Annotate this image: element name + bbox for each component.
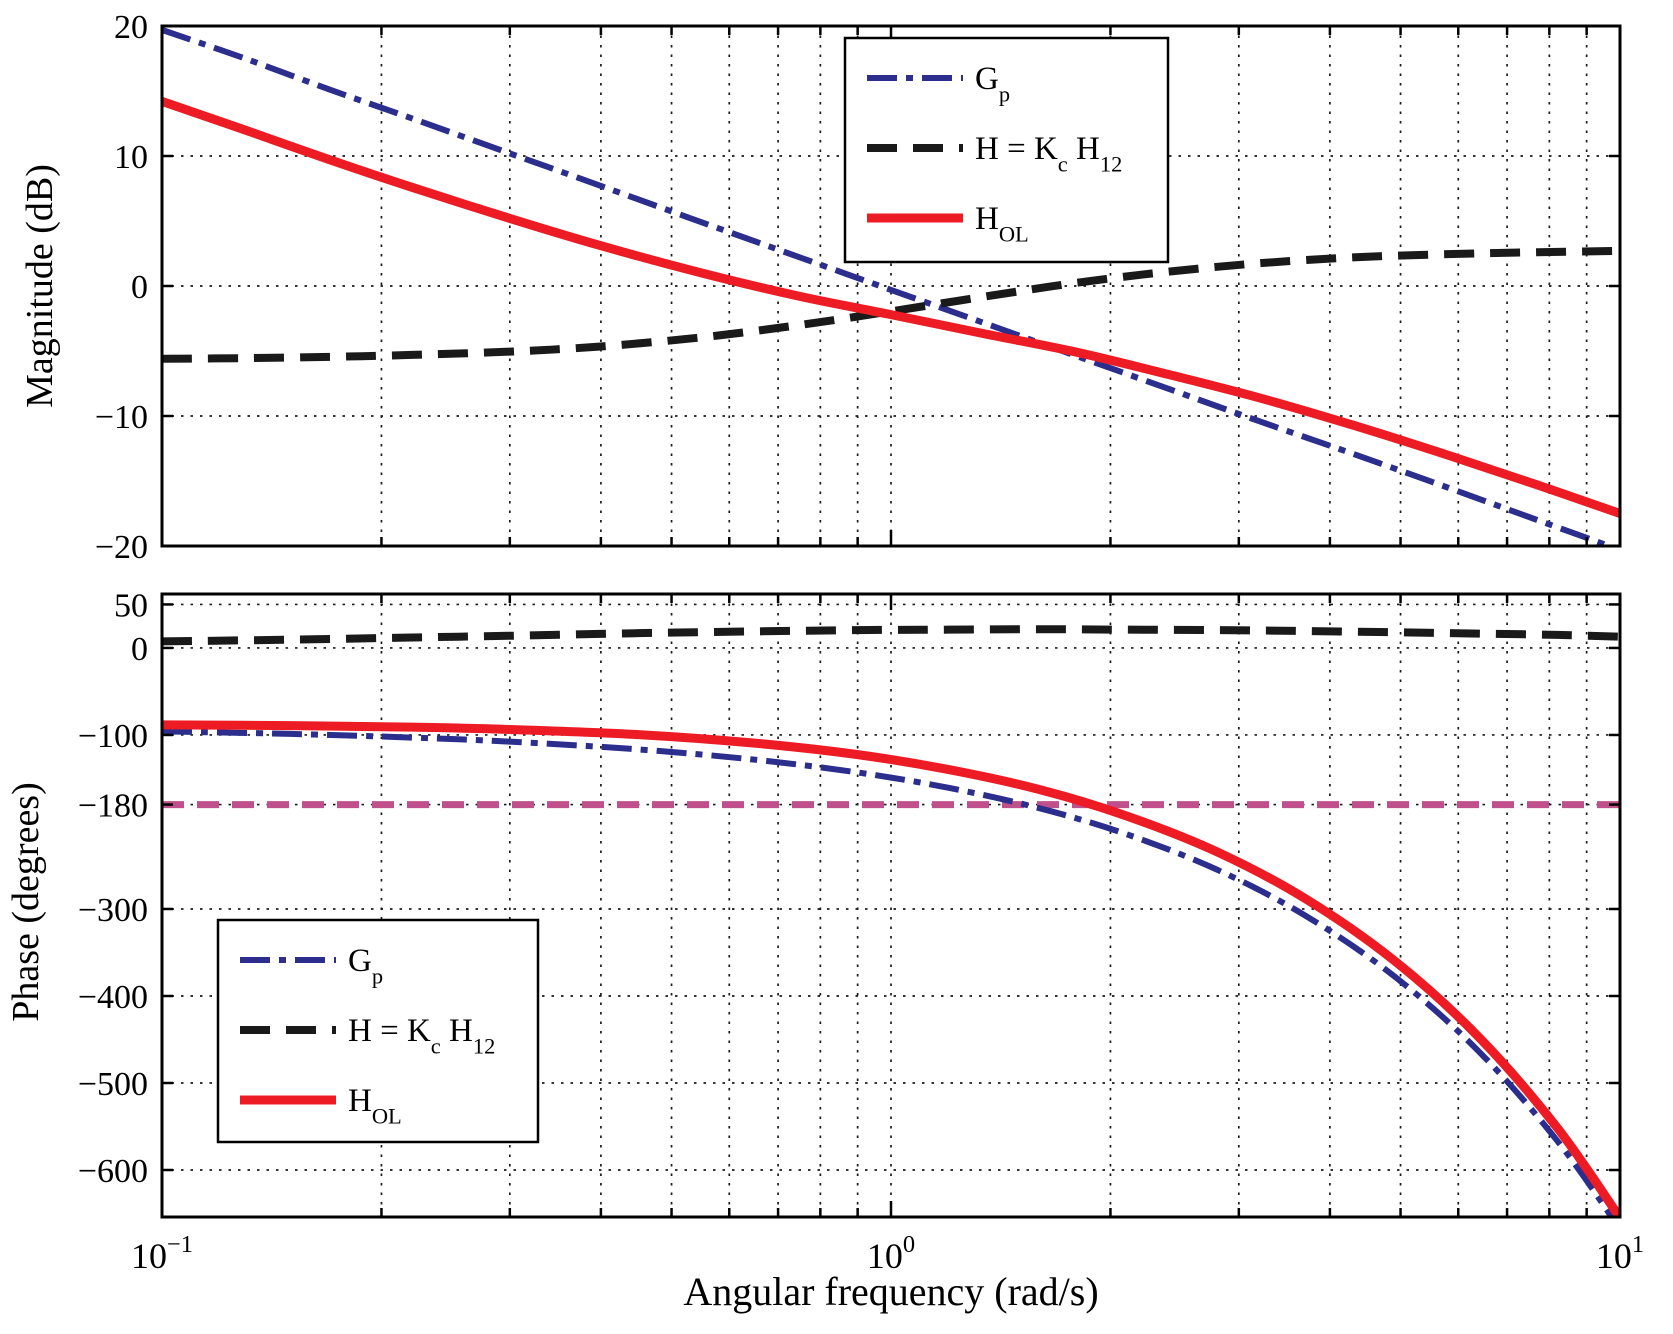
Gp-magnitude-curve (162, 27, 1619, 546)
phase-y-tick-label: −180 (78, 787, 148, 824)
H-phase-curve (162, 625, 1620, 646)
legend-label-HOL: HOL (348, 1083, 402, 1129)
x-tick-label: 100 (867, 1231, 915, 1276)
magnitude-y-tick-label: 0 (131, 269, 148, 306)
magnitude-y-tick-label: 10 (114, 139, 148, 176)
magnitude-plot: 20 10 0 −10 −20 Gp H = Kc H12 HOL (95, 9, 1622, 566)
phase-y-tick-label: −400 (78, 979, 148, 1016)
HOL-magnitude-curve (162, 97, 1620, 518)
legend-label-HOL: HOL (975, 201, 1029, 247)
legend-box (843, 36, 1170, 264)
phase-plot: 50 0 −100 −180 −300 −400 −500 −600 10−1 100 101 Gp H… (78, 587, 1644, 1276)
Gp-phase-curve (162, 728, 1616, 1217)
magnitude-y-tick-label: 20 (114, 9, 148, 46)
legend-label-H: H = Kc H12 (348, 1013, 495, 1059)
magnitude-legend: Gp H = Kc H12 HOL (843, 36, 1170, 264)
x-tick-label: 10−1 (131, 1231, 193, 1276)
phase-legend: Gp H = Kc H12 HOL (216, 918, 540, 1144)
ticks (160, 594, 1622, 1217)
phase-y-axis-label: Phase (degrees) (5, 782, 47, 1022)
phase-y-tick-label: −500 (78, 1066, 148, 1103)
phase-y-tick-label: −100 (78, 718, 148, 755)
legend-label-H: H = Kc H12 (975, 131, 1122, 177)
magnitude-y-tick-label: −10 (95, 399, 148, 436)
phase-y-tick-label: −600 (78, 1153, 148, 1190)
magnitude-y-tick-label: −20 (95, 529, 148, 566)
legend-label-Gp: Gp (975, 61, 1010, 107)
x-tick-label: 101 (1596, 1231, 1644, 1276)
phase-y-tick-label: 50 (114, 587, 148, 624)
x-axis-label: Angular frequency (rad/s) (683, 1269, 1098, 1314)
legend-label-Gp: Gp (348, 943, 383, 989)
phase-y-tick-label: 0 (131, 631, 148, 668)
legend-box (216, 918, 540, 1144)
phase-y-tick-label: −300 (78, 892, 148, 929)
HOL-phase-curve (162, 720, 1620, 1217)
magnitude-y-axis-label: Magnitude (dB) (19, 164, 61, 408)
H-magnitude-curve (162, 246, 1620, 363)
